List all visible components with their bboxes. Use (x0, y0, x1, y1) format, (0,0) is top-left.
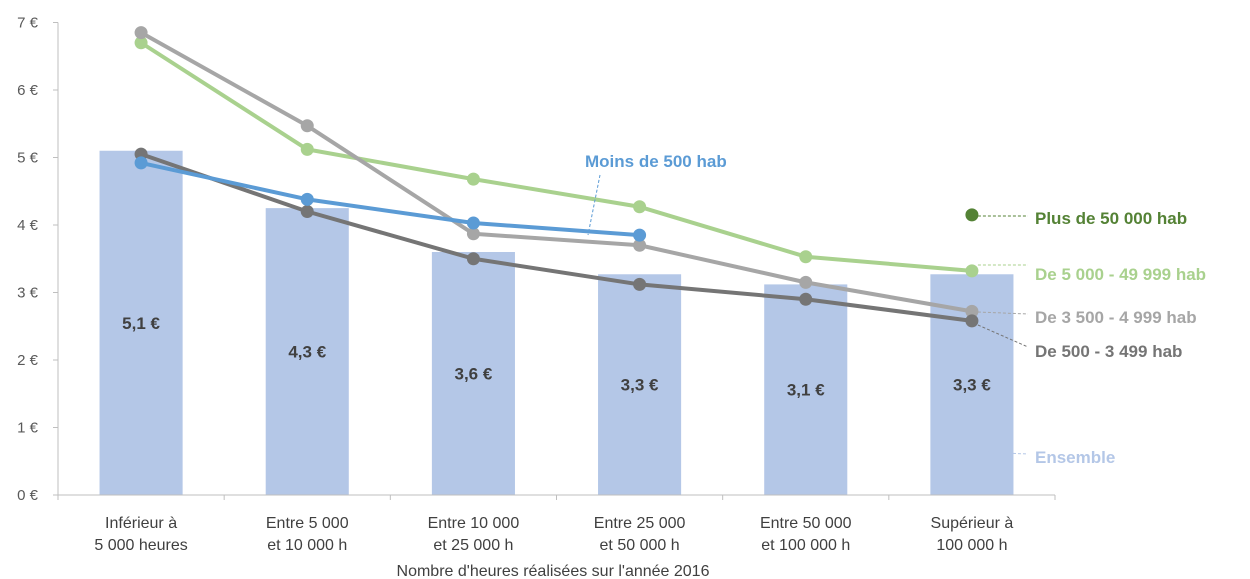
bar (431, 252, 515, 495)
data-point (965, 264, 979, 278)
y-tick-label: 2 € (17, 352, 39, 369)
series-label: De 3 500 - 4 999 hab (1035, 308, 1197, 327)
x-tick-label: 5 000 heures (94, 537, 187, 554)
series-label: Ensemble (1035, 448, 1115, 467)
x-tick-label: Entre 25 000 (594, 515, 686, 532)
bar-value-label: 3,3 € (621, 376, 659, 395)
leader-line (587, 174, 601, 236)
leader-line (977, 451, 1029, 455)
bar (764, 284, 848, 495)
y-tick-label: 7 € (17, 15, 39, 32)
data-point (466, 216, 480, 230)
data-point (300, 205, 314, 218)
data-point (799, 292, 813, 306)
y-tick-label: 5 € (17, 150, 39, 167)
data-point (134, 26, 148, 40)
data-point (466, 227, 480, 241)
x-tick-label: et 10 000 h (267, 537, 347, 554)
x-axis: Inférieur à 5 000 heures Entre 5 000 et 10 … (57, 494, 1056, 554)
leader-line (977, 324, 1029, 348)
data-point (633, 200, 647, 214)
data-point (466, 172, 480, 186)
series-label: Plus de 50 000 hab (1035, 209, 1187, 228)
series-line (140, 152, 973, 323)
series-lines (134, 26, 979, 328)
x-tick-label: Supérieur à (931, 515, 1014, 532)
series-line (140, 41, 973, 273)
bar (99, 150, 183, 495)
x-tick-label: 100 000 h (936, 537, 1007, 554)
data-point (799, 275, 813, 289)
data-point (965, 208, 979, 222)
x-tick-label: Entre 5 000 (266, 515, 349, 532)
y-tick-label: 6 € (17, 82, 39, 99)
bars: 5,1 € 4,3 € 3,6 € 3,3 € 3,1 € 3,3 € (99, 150, 1014, 495)
x-tick-label: Entre 10 000 (428, 515, 520, 532)
bar (598, 274, 682, 495)
data-point (300, 142, 314, 156)
x-tick-label: et 50 000 h (600, 537, 680, 554)
series-label: Moins de 500 hab (585, 152, 727, 171)
x-tick-label: Inférieur à (105, 515, 177, 532)
data-point (965, 314, 979, 328)
bar-value-label: 3,3 € (953, 376, 991, 395)
data-point (134, 156, 148, 170)
bar-value-label: 3,1 € (787, 381, 825, 400)
y-tick-label: 3 € (17, 285, 39, 302)
x-tick-label: Entre 50 000 (760, 515, 852, 532)
data-point (300, 119, 314, 133)
leader-line (977, 311, 1029, 315)
y-axis: 0 € 1 € 2 € 3 € 4 € 5 € 6 € 7 € (17, 15, 59, 504)
bar-value-label: 4,3 € (288, 343, 326, 362)
x-tick-label: et 100 000 h (761, 537, 850, 554)
bar (265, 208, 349, 495)
data-point (134, 36, 148, 50)
x-axis-title: Nombre d'heures réalisées sur l'année 20… (397, 563, 710, 579)
data-point (799, 250, 813, 264)
series-line (140, 160, 640, 238)
series-labels: Moins de 500 hab Plus de 50 000 hab De 5 0… (585, 152, 1206, 467)
data-point (633, 277, 647, 291)
bar-value-label: 3,6 € (455, 365, 493, 384)
x-tick-label: et 25 000 h (433, 537, 513, 554)
bar-value-label: 5,1 € (122, 314, 160, 333)
data-point (300, 192, 314, 206)
series-label: De 500 - 3 499 hab (1035, 342, 1182, 361)
y-tick-label: 0 € (17, 487, 39, 504)
data-point (965, 304, 979, 318)
data-point (633, 228, 647, 242)
series-label: De 5 000 - 49 999 hab (1035, 265, 1206, 284)
y-tick-label: 1 € (17, 420, 39, 437)
data-point (466, 252, 480, 266)
data-point (633, 238, 647, 252)
y-tick-label: 4 € (17, 217, 39, 234)
series-line (140, 30, 973, 314)
